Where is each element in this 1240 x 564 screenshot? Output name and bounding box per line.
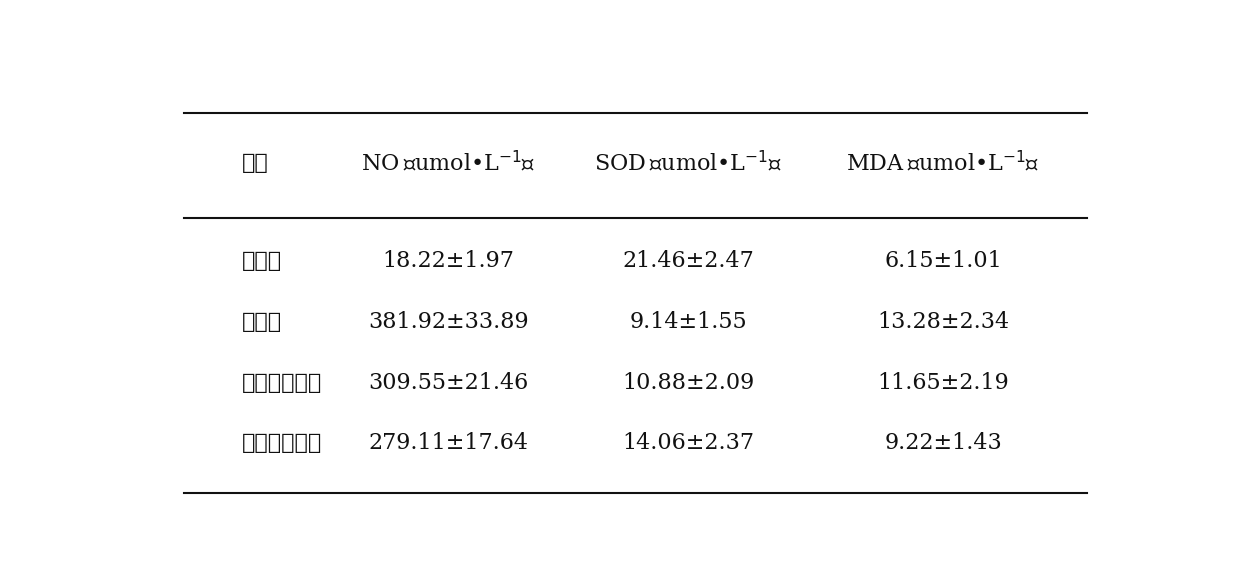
- Text: 空白组: 空白组: [242, 251, 281, 271]
- Text: 6.15±1.01: 6.15±1.01: [884, 250, 1002, 272]
- Text: 18.22±1.97: 18.22±1.97: [382, 250, 515, 272]
- Text: 21.46±2.47: 21.46±2.47: [622, 250, 754, 272]
- Text: 11.65±2.19: 11.65±2.19: [877, 372, 1009, 394]
- Text: 试验组低剂量: 试验组低剂量: [242, 373, 321, 393]
- Text: 试验组中剂量: 试验组中剂量: [242, 433, 321, 453]
- Text: 9.14±1.55: 9.14±1.55: [630, 311, 748, 333]
- Text: 对照组: 对照组: [242, 312, 281, 332]
- Text: 13.28±2.34: 13.28±2.34: [877, 311, 1009, 333]
- Text: 组别: 组别: [242, 153, 268, 173]
- Text: SOD （umol•L$^{-1}$）: SOD （umol•L$^{-1}$）: [594, 151, 782, 176]
- Text: 10.88±2.09: 10.88±2.09: [622, 372, 754, 394]
- Text: 381.92±33.89: 381.92±33.89: [368, 311, 528, 333]
- Text: 309.55±21.46: 309.55±21.46: [368, 372, 528, 394]
- Text: 279.11±17.64: 279.11±17.64: [368, 433, 528, 455]
- Text: 9.22±1.43: 9.22±1.43: [884, 433, 1002, 455]
- Text: NO （umol•L$^{-1}$）: NO （umol•L$^{-1}$）: [361, 151, 536, 176]
- Text: MDA （umol•L$^{-1}$）: MDA （umol•L$^{-1}$）: [847, 151, 1039, 176]
- Text: 14.06±2.37: 14.06±2.37: [622, 433, 754, 455]
